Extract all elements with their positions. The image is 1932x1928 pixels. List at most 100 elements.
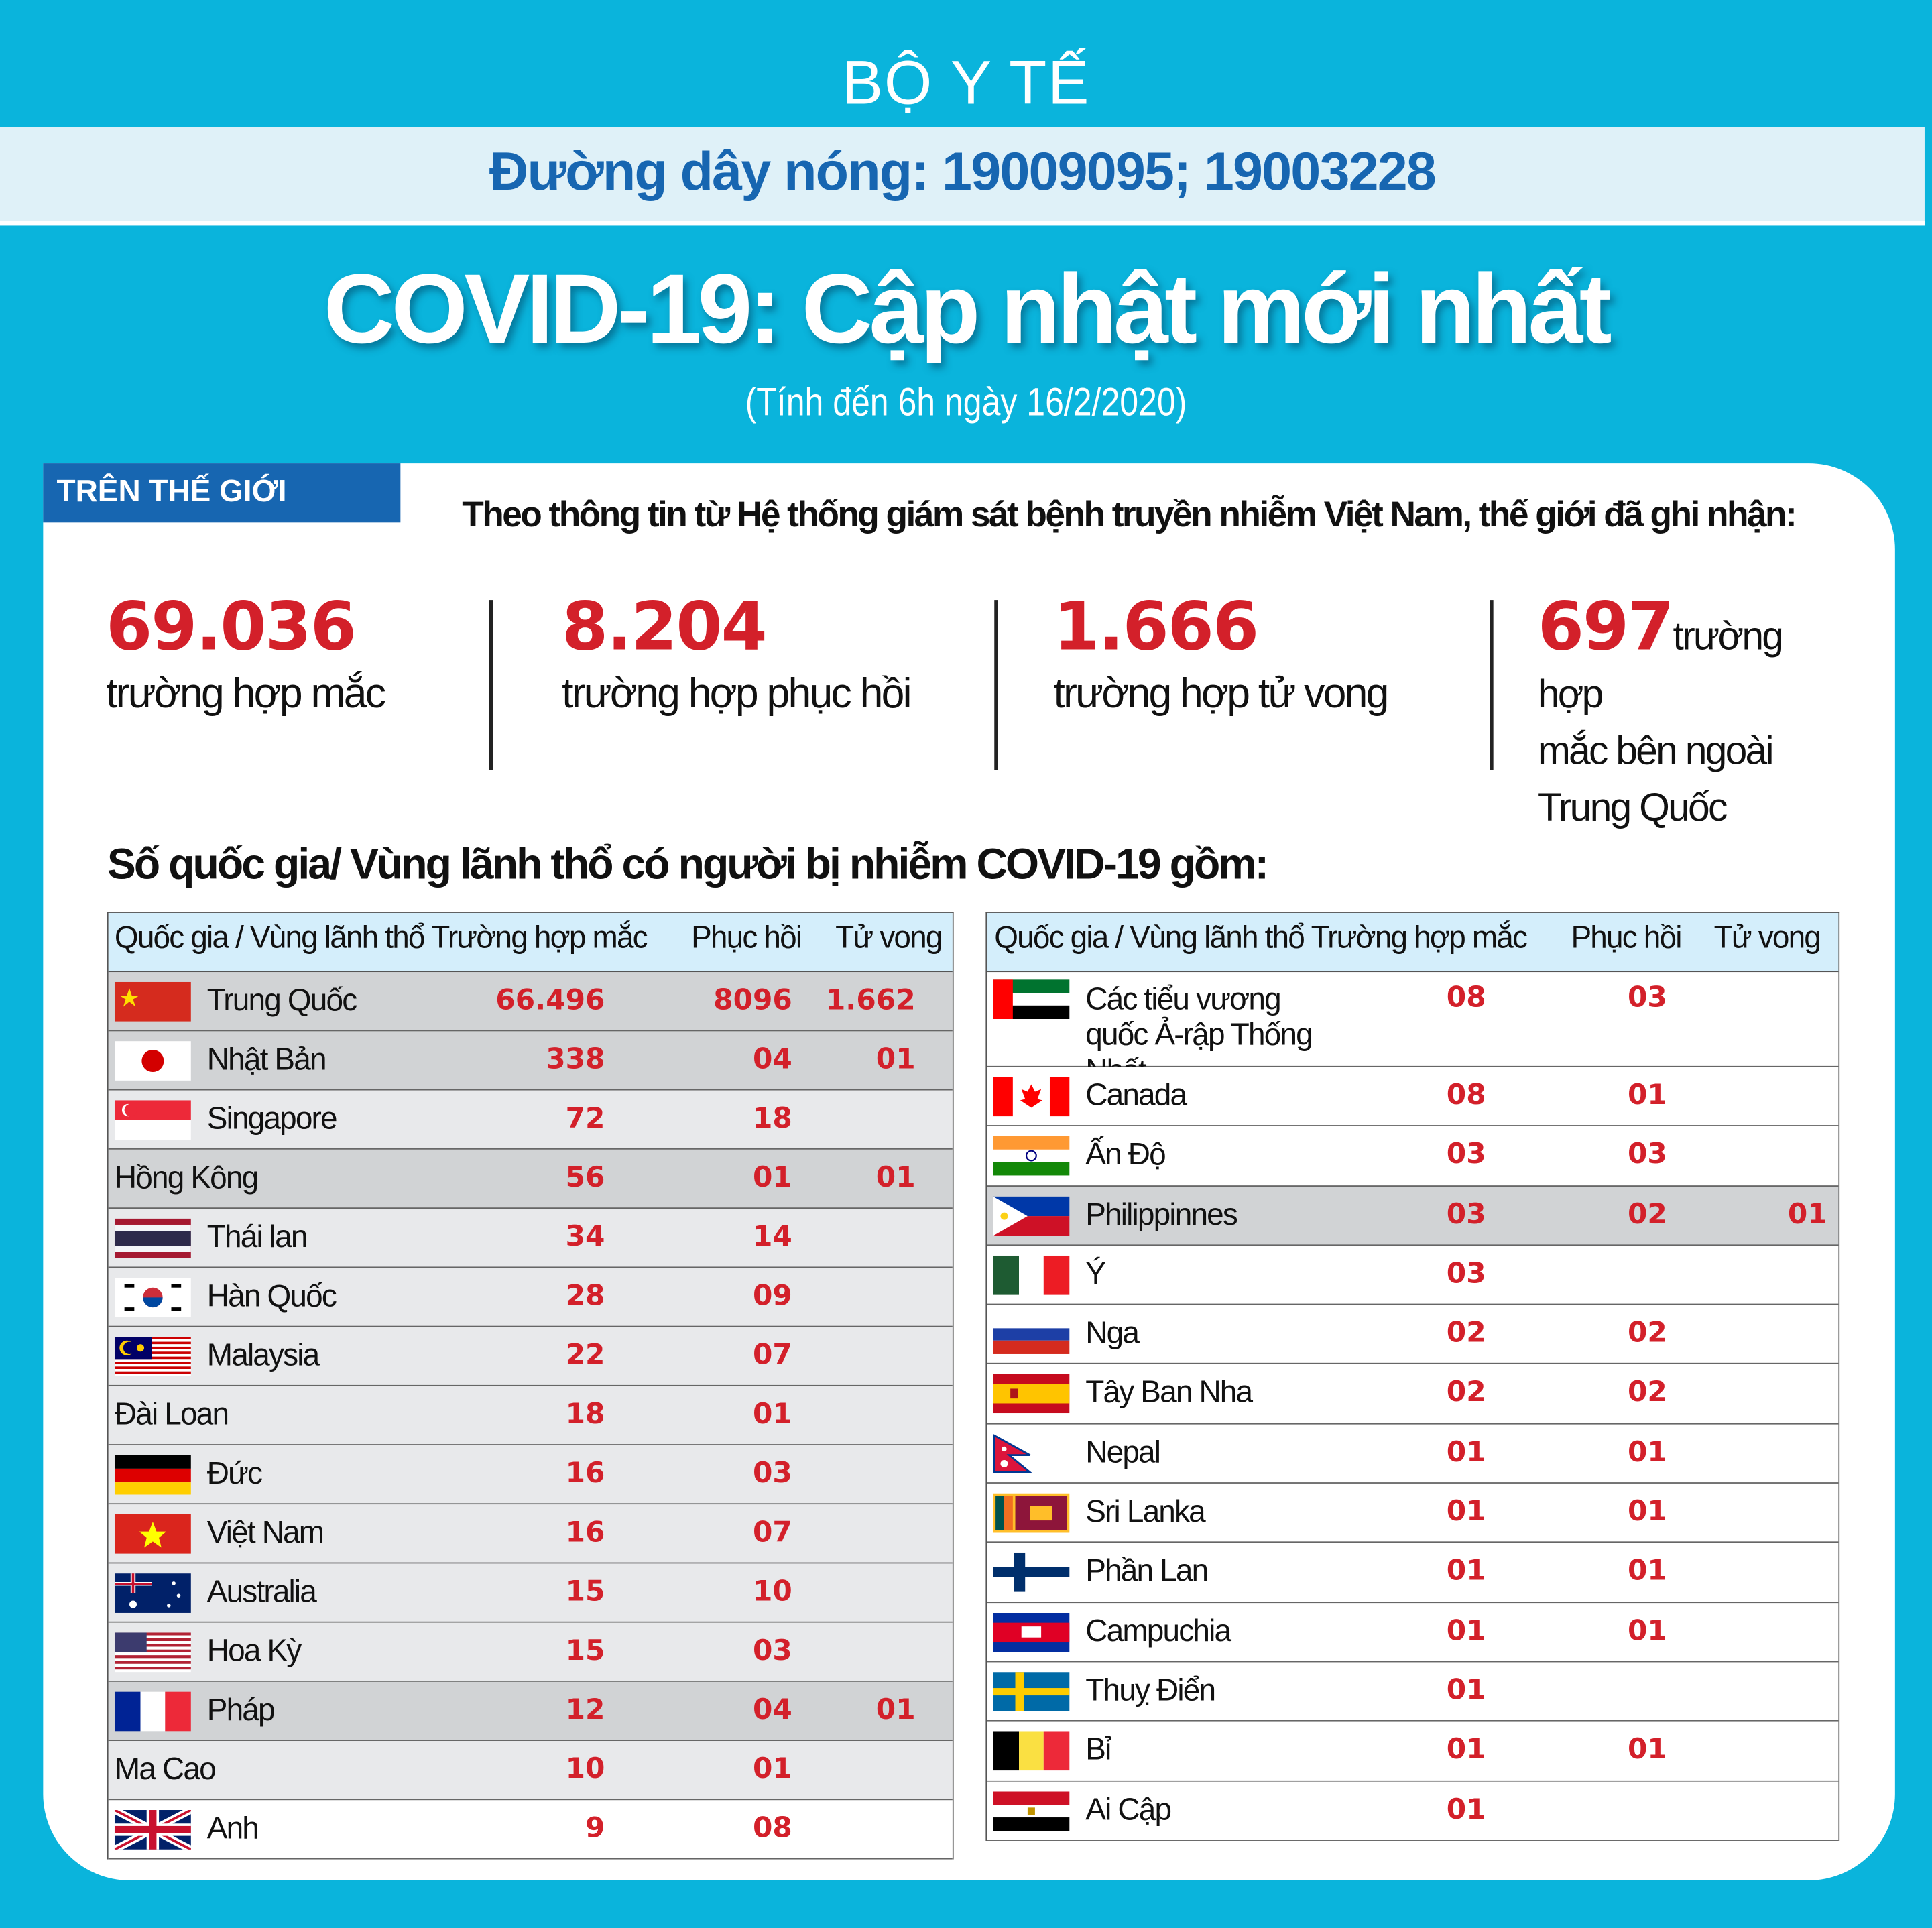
- countries-table-right: Quốc gia / Vùng lãnh thổ Trường hợp mắc …: [985, 912, 1840, 1841]
- cases-value: 03: [1446, 1198, 1486, 1231]
- flag-it-icon: [993, 1255, 1070, 1301]
- recovered-value: 02: [1627, 1198, 1667, 1231]
- recovered-value: 8096: [713, 984, 792, 1017]
- country-name: Pháp: [206, 1693, 276, 1728]
- recovered-value: 04: [752, 1043, 792, 1076]
- recovered-value: 01: [1627, 1079, 1667, 1111]
- cases-value: 03: [1446, 1138, 1486, 1171]
- table-row: Hoa Kỳ 15 03: [108, 1622, 953, 1682]
- flag-eg-icon: [993, 1791, 1070, 1837]
- recovered-value: 01: [752, 1753, 792, 1786]
- country-name: Singapore: [206, 1101, 338, 1136]
- recovered-value: 03: [752, 1457, 792, 1490]
- col-recovered: Phục hồi: [691, 920, 802, 955]
- country-name: Ý: [1085, 1256, 1106, 1292]
- country-name: Philippinnes: [1085, 1197, 1238, 1232]
- table-row: Thái lan 34 14: [108, 1209, 953, 1268]
- divider: [994, 600, 998, 770]
- col-deaths: Tử vong: [1713, 920, 1821, 955]
- col-country: Quốc gia / Vùng lãnh thổ: [994, 920, 1305, 955]
- table-row: Ai Cập 01: [987, 1781, 1839, 1841]
- table-row: Pháp 12 04 01: [108, 1681, 953, 1742]
- country-name: Canada: [1085, 1078, 1187, 1113]
- country-name: Malaysia: [206, 1338, 320, 1373]
- country-name: Bỉ: [1085, 1732, 1111, 1768]
- col-recovered: Phục hồi: [1571, 920, 1682, 955]
- cases-value: 72: [565, 1103, 605, 1135]
- table-row: Thuỵ Điển 01: [987, 1662, 1839, 1722]
- section-tab: TRÊN THẾ GIỚI: [43, 463, 401, 523]
- stat-label: trường hợp mắc: [106, 670, 386, 717]
- table-row: Canada 08 01: [987, 1067, 1839, 1127]
- stat-label: trường hợp tử vong: [1053, 670, 1389, 717]
- table-row: Singapore 72 18: [108, 1090, 953, 1150]
- stat-value: 697: [1537, 587, 1675, 666]
- flag-in-icon: [993, 1136, 1070, 1182]
- cases-value: 02: [1446, 1376, 1486, 1409]
- deaths-value: 01: [876, 1162, 916, 1195]
- table-row: Các tiểu vương quốc Ả-rập Thống Nhất0803: [987, 972, 1839, 1088]
- flag-jp-icon: [114, 1041, 191, 1087]
- divider: [489, 600, 493, 770]
- flag-ae-icon: [993, 979, 1070, 1025]
- col-cases: Trường hợp mắc: [431, 920, 648, 955]
- cases-value: 22: [565, 1339, 605, 1372]
- hotline-text: Đường dây nóng: 19009095; 19003228: [489, 141, 1437, 202]
- countries-heading: Số quốc gia/ Vùng lãnh thổ có người bị n…: [107, 840, 1269, 889]
- recovered-value: 01: [1627, 1734, 1667, 1766]
- country-name: Đức: [206, 1456, 263, 1491]
- stat-label-inline: trường hợp: [1537, 613, 1784, 716]
- table-row: Nga 02 02: [987, 1305, 1839, 1365]
- country-name: Nepal: [1085, 1435, 1161, 1470]
- flag-np-icon: [993, 1433, 1070, 1480]
- table-row: Đài Loan 18 01: [108, 1386, 953, 1445]
- table-row: Ý 03: [987, 1246, 1839, 1305]
- recovered-value: 01: [1627, 1555, 1667, 1588]
- divider: [1490, 600, 1494, 770]
- cases-value: 01: [1446, 1496, 1486, 1528]
- flag-se-icon: [993, 1672, 1070, 1718]
- flag-kh-icon: [993, 1612, 1070, 1658]
- deaths-value: 01: [876, 1694, 916, 1727]
- flag-lk-icon: [993, 1493, 1070, 1539]
- table-header: Quốc gia / Vùng lãnh thổ Trường hợp mắc …: [108, 912, 953, 973]
- stat-outside-china: 697trường hợp mắc bên ngoài Trung Quốc: [1538, 589, 1833, 836]
- country-name: Hồng Kông: [114, 1160, 259, 1195]
- stat-label: mắc bên ngoài Trung Quốc: [1537, 728, 1774, 829]
- recovered-value: 01: [752, 1398, 792, 1431]
- table-row: Đức 16 03: [108, 1445, 953, 1505]
- table-row: Campuchia 01 01: [987, 1602, 1839, 1663]
- cases-value: 01: [1446, 1793, 1486, 1826]
- flag-my-icon: [114, 1337, 191, 1382]
- country-name: Anh: [206, 1811, 259, 1846]
- flag-cn-icon: [114, 981, 191, 1028]
- table-row: Malaysia 22 07: [108, 1327, 953, 1386]
- stat-recovered: 8.204 trường hợp phục hồi: [562, 587, 912, 723]
- cases-value: 9: [585, 1812, 605, 1845]
- intro-text: Theo thông tin từ Hệ thống giám sát bệnh…: [462, 495, 1797, 535]
- flag-ca-icon: [993, 1077, 1070, 1122]
- stat-cases: 69.036 trường hợp mắc: [106, 589, 386, 723]
- flag-es-icon: [993, 1374, 1070, 1420]
- flag-ph-icon: [993, 1195, 1070, 1242]
- cases-value: 66.496: [495, 984, 605, 1017]
- cases-value: 15: [565, 1575, 605, 1608]
- table-row: Phần Lan 01 01: [987, 1543, 1839, 1603]
- recovered-value: 09: [752, 1280, 792, 1313]
- cases-value: 15: [565, 1635, 605, 1667]
- recovered-value: 01: [1627, 1436, 1667, 1469]
- flag-us-icon: [114, 1632, 191, 1678]
- country-name: Thái lan: [206, 1219, 308, 1255]
- col-deaths: Tử vong: [835, 920, 943, 955]
- recovered-value: 01: [1627, 1496, 1667, 1528]
- recovered-value: 08: [752, 1812, 792, 1845]
- recovered-value: 03: [1627, 981, 1667, 1014]
- flag-gb-icon: [113, 1807, 193, 1856]
- cases-value: 12: [565, 1694, 605, 1727]
- country-name: Hoa Kỳ: [206, 1634, 302, 1669]
- country-name: Sri Lanka: [1085, 1494, 1205, 1530]
- recovered-value: 07: [752, 1339, 792, 1372]
- stat-value: 8.204: [562, 587, 768, 666]
- flag-vn-icon: [114, 1514, 191, 1560]
- cases-value: 03: [1446, 1258, 1486, 1290]
